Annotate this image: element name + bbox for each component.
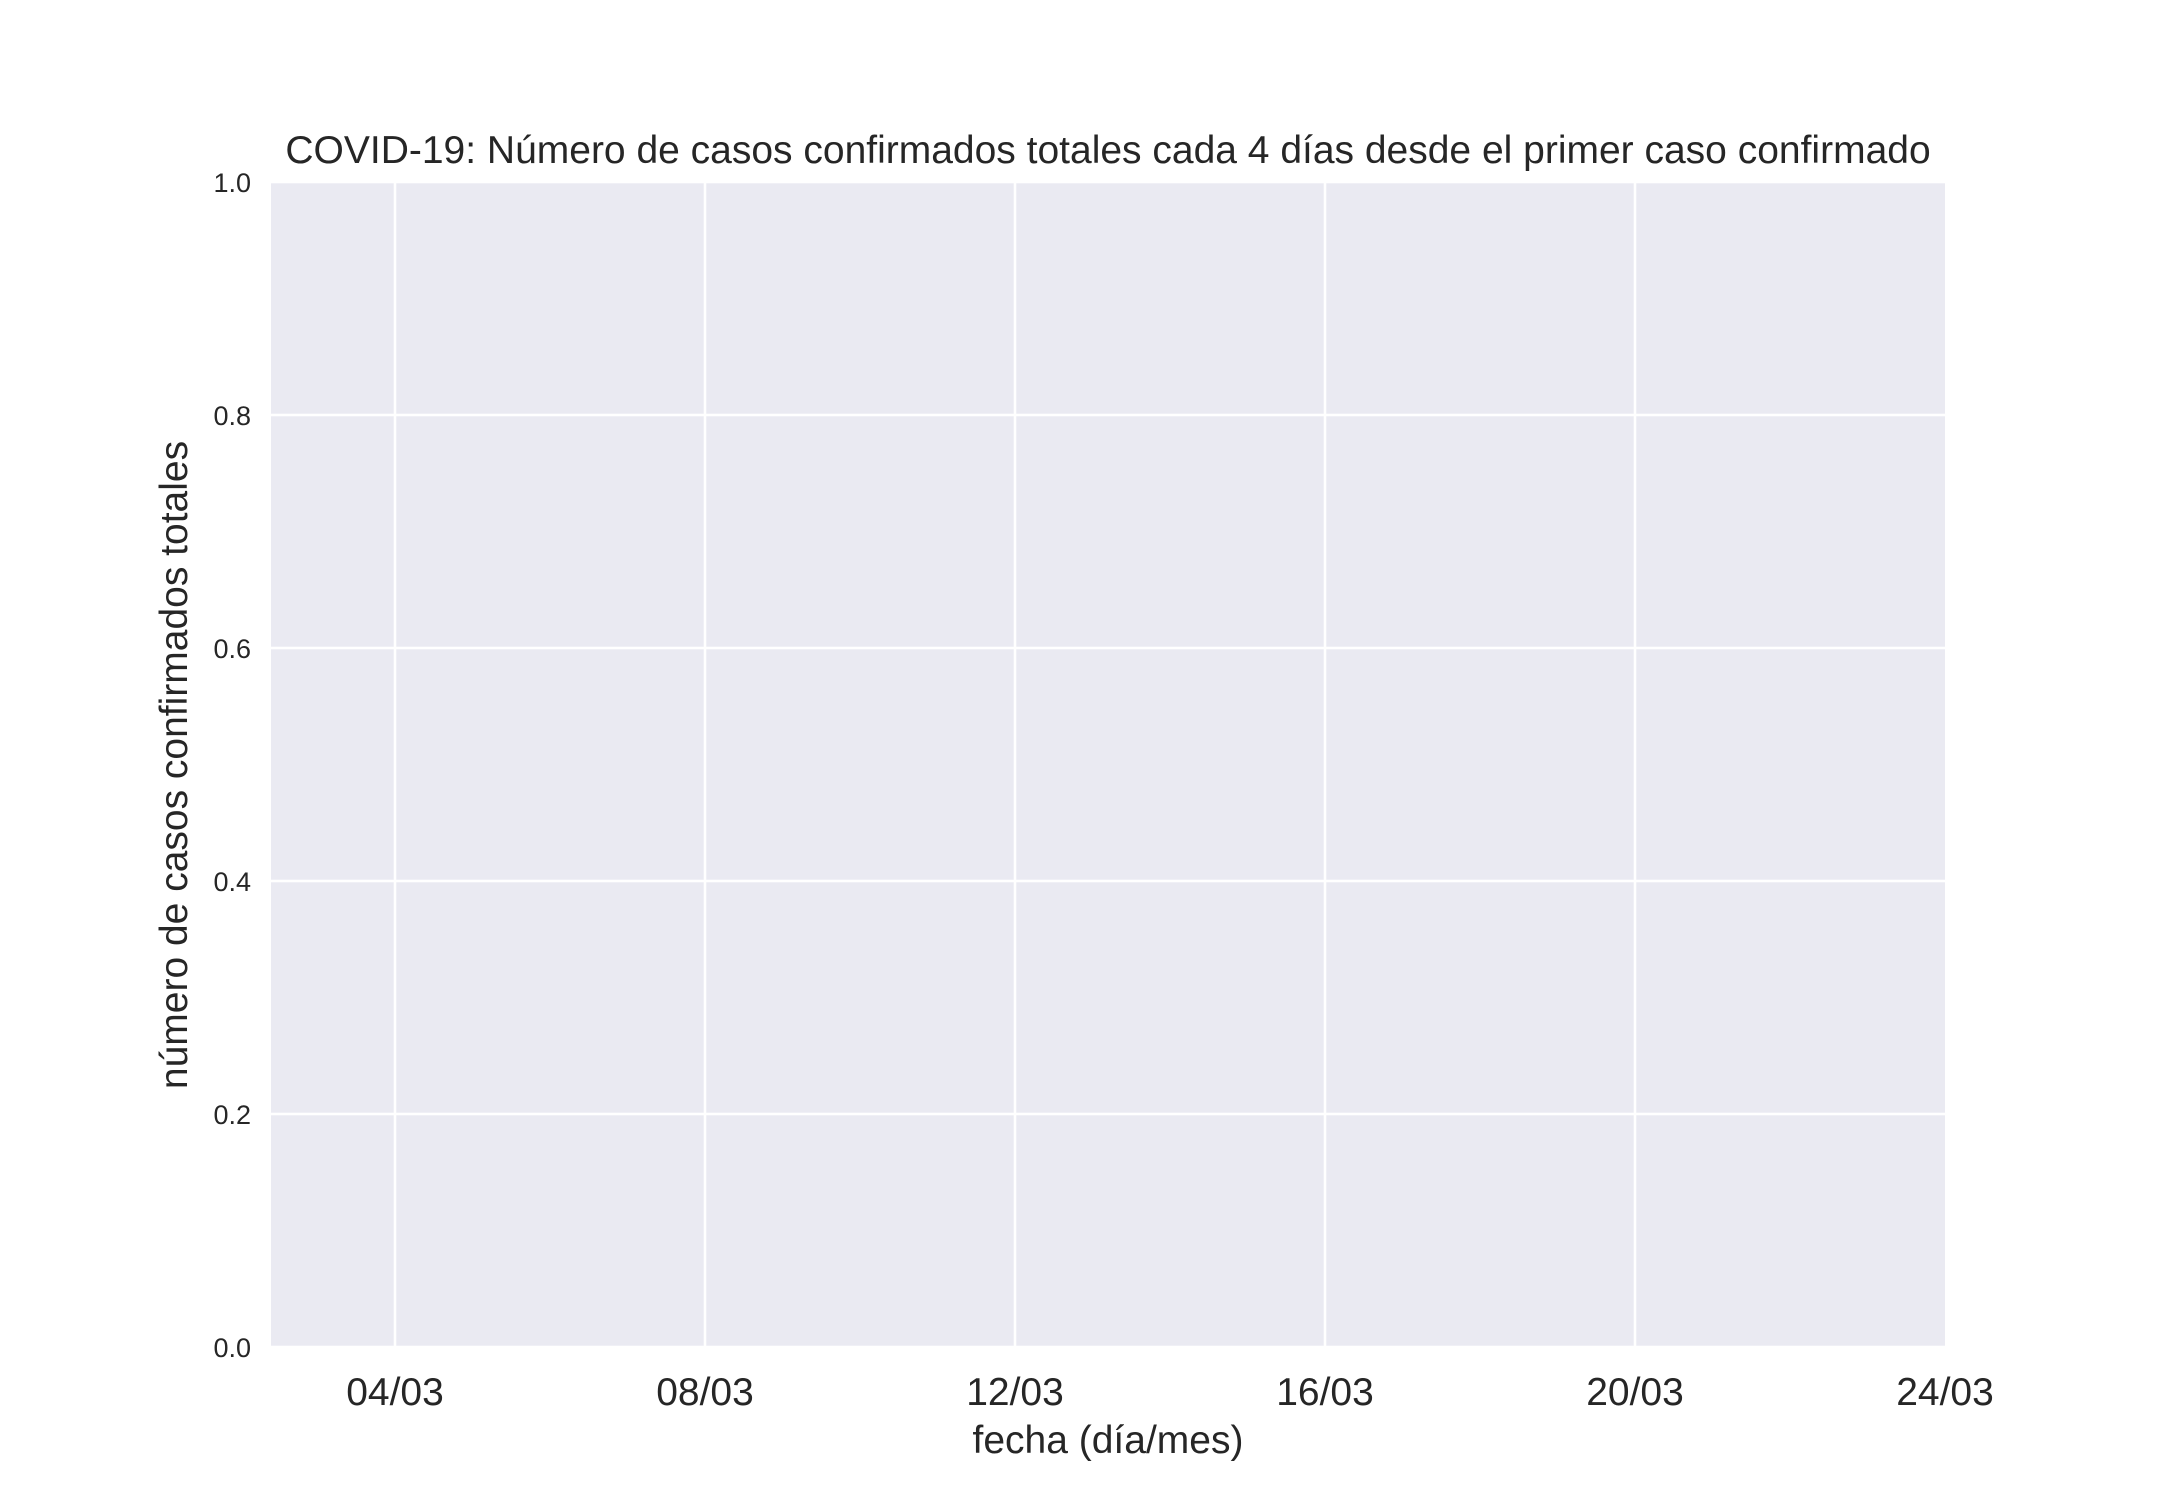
x-tick-label: 12/03	[966, 1371, 1064, 1414]
x-axis-label: fecha (día/mes)	[973, 1419, 1244, 1462]
y-tick-label: 0.2	[213, 1100, 251, 1130]
grid-lines	[271, 180, 1945, 1349]
y-axis-label: número de casos confirmados totales	[153, 441, 196, 1089]
y-tick-label: 0.4	[213, 867, 251, 897]
y-tick-labels: 0.0 0.2 0.4 0.6 0.8 1.0	[213, 168, 251, 1363]
chart-title: COVID-19: Número de casos confirmados to…	[285, 129, 1930, 172]
x-tick-label: 04/03	[346, 1371, 444, 1414]
x-tick-labels: 04/03 08/03 12/03 16/03 20/03 24/03	[346, 1371, 1994, 1414]
y-tick-label: 0.8	[213, 401, 251, 431]
x-tick-label: 20/03	[1586, 1371, 1684, 1414]
y-tick-label: 1.0	[213, 168, 251, 198]
x-tick-label: 24/03	[1896, 1371, 1994, 1414]
x-tick-label: 16/03	[1276, 1371, 1374, 1414]
x-tick-label: 08/03	[656, 1371, 754, 1414]
y-tick-label: 0.0	[213, 1333, 251, 1363]
y-tick-label: 0.6	[213, 634, 251, 664]
plot-area	[271, 182, 1945, 1347]
